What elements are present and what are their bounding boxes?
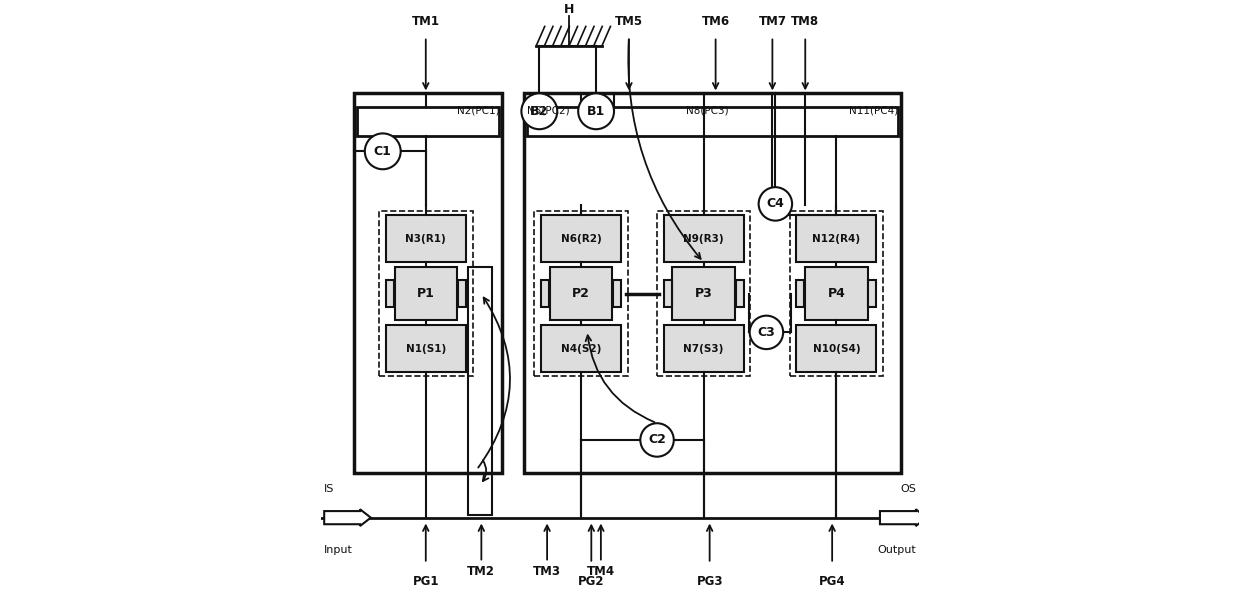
Text: C4: C4 (766, 197, 785, 211)
Text: P4: P4 (827, 287, 846, 300)
Bar (796, 280, 805, 307)
Text: TM8: TM8 (791, 15, 820, 28)
Text: N1(S1): N1(S1) (405, 344, 446, 353)
Bar (467, 267, 492, 515)
Bar (542, 215, 621, 263)
Bar (542, 325, 621, 373)
Text: TM7: TM7 (759, 15, 786, 28)
FancyArrow shape (880, 509, 926, 526)
Text: N6(R2): N6(R2) (560, 234, 601, 244)
Circle shape (365, 133, 401, 169)
Bar (386, 280, 394, 307)
Text: TM4: TM4 (587, 565, 615, 578)
Bar (551, 267, 613, 320)
Text: N8(PC3): N8(PC3) (686, 105, 729, 116)
Text: PG2: PG2 (578, 575, 605, 588)
Bar (525, 93, 901, 473)
Text: PG1: PG1 (413, 575, 439, 588)
Bar (357, 106, 500, 136)
Text: TM2: TM2 (467, 565, 495, 578)
Circle shape (759, 187, 792, 221)
Bar (355, 93, 502, 473)
Bar (796, 215, 877, 263)
Bar (790, 211, 883, 376)
Text: P2: P2 (572, 287, 590, 300)
Text: IS: IS (324, 484, 334, 494)
Text: OS: OS (900, 484, 916, 494)
Text: PG3: PG3 (697, 575, 723, 588)
Text: Input: Input (324, 544, 352, 555)
Text: P3: P3 (694, 287, 713, 300)
Text: TM3: TM3 (533, 565, 560, 578)
FancyArrow shape (324, 509, 371, 526)
Bar (735, 280, 744, 307)
Text: N5(PC2): N5(PC2) (527, 105, 570, 116)
Circle shape (750, 316, 784, 349)
Circle shape (521, 93, 557, 129)
Bar (663, 215, 744, 263)
Circle shape (640, 424, 673, 457)
Text: N12(R4): N12(R4) (812, 234, 861, 244)
Text: B1: B1 (587, 105, 605, 118)
Text: N4(S2): N4(S2) (560, 344, 601, 353)
Text: P1: P1 (417, 287, 435, 300)
Text: TM6: TM6 (702, 15, 729, 28)
Circle shape (578, 93, 614, 129)
Bar (805, 267, 868, 320)
Bar (379, 211, 472, 376)
Bar (663, 325, 744, 373)
Text: C2: C2 (649, 433, 666, 446)
Text: H: H (564, 2, 574, 16)
Bar (657, 211, 750, 376)
Bar (527, 106, 898, 136)
Text: TM1: TM1 (412, 15, 440, 28)
Text: N9(R3): N9(R3) (683, 234, 724, 244)
Text: N10(S4): N10(S4) (812, 344, 861, 353)
Bar (394, 267, 458, 320)
Bar (868, 280, 877, 307)
Text: B2: B2 (531, 105, 548, 118)
Bar (534, 211, 627, 376)
Text: N7(S3): N7(S3) (683, 344, 724, 353)
Text: C3: C3 (758, 326, 775, 339)
Bar (386, 215, 466, 263)
Bar (796, 325, 877, 373)
Text: N3(R1): N3(R1) (405, 234, 446, 244)
Text: N2(PC1): N2(PC1) (456, 105, 500, 116)
Bar (386, 325, 466, 373)
Bar (672, 267, 735, 320)
Text: C1: C1 (373, 145, 392, 158)
Bar (542, 280, 549, 307)
Text: TM5: TM5 (615, 15, 644, 28)
Bar (614, 280, 621, 307)
Text: Output: Output (878, 544, 916, 555)
Bar (458, 280, 466, 307)
Text: N11(PC4): N11(PC4) (848, 105, 898, 116)
Bar (663, 280, 672, 307)
Text: PG4: PG4 (818, 575, 846, 588)
